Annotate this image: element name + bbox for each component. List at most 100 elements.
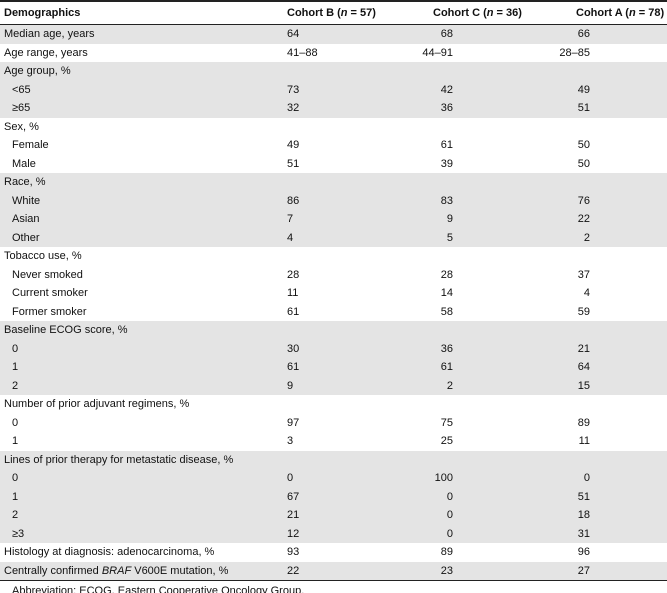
value-cell: 0 xyxy=(583,472,590,484)
top-rule xyxy=(0,0,667,2)
value-cell: 97 xyxy=(287,416,300,429)
row-label: Sex, % xyxy=(4,118,39,137)
item-row: 0 0 100 0 xyxy=(0,469,667,488)
value-cell: 59 xyxy=(577,305,590,318)
value-cell: 68 xyxy=(440,28,453,40)
value-cell: 3 xyxy=(287,435,294,447)
section-row: Baseline ECOG score, % xyxy=(0,321,667,340)
column-header: Cohort B (n = 57) xyxy=(287,2,376,24)
value-cell: 66 xyxy=(577,28,590,40)
text-part: n xyxy=(628,7,636,19)
value-cell: 61 xyxy=(287,361,300,373)
item-row: 1 3 25 11 xyxy=(0,432,667,451)
value-cell: 2 xyxy=(583,231,590,244)
value-cell: 51 xyxy=(287,157,300,170)
column-header: Cohort A (n = 78) xyxy=(576,2,664,24)
text-part: n xyxy=(486,7,494,19)
section-row: Median age, years 64 68 66 xyxy=(0,25,667,44)
text-part: Lines of prior therapy for metastatic di… xyxy=(4,453,234,466)
value-cell: 89 xyxy=(440,546,453,558)
row-label: ≥65 xyxy=(12,102,31,114)
row-label: Never smoked xyxy=(12,268,83,281)
value-cell: 21 xyxy=(287,509,300,521)
value-cell: 36 xyxy=(440,102,453,114)
value-cell: 61 xyxy=(440,139,453,151)
value-cell: 30 xyxy=(287,342,300,355)
value-cell: 75 xyxy=(440,416,453,429)
text-part: Age range, years xyxy=(4,46,88,59)
value-cell: 4 xyxy=(583,287,590,299)
value-cell: 27 xyxy=(577,564,590,577)
row-label: 0 xyxy=(12,416,19,429)
value-cell: 22 xyxy=(287,564,300,577)
item-row: 0 97 75 89 xyxy=(0,414,667,433)
value-cell: 9 xyxy=(287,379,294,392)
item-row: Current smoker 11 14 4 xyxy=(0,284,667,303)
footnote: Abbreviation: ECOG, Eastern Cooperative … xyxy=(12,585,305,593)
value-cell: 7 xyxy=(287,213,294,225)
value-cell: 28 xyxy=(440,268,453,281)
row-label: 2 xyxy=(12,379,19,392)
row-label: Baseline ECOG score, % xyxy=(4,321,128,340)
item-row: 1 67 0 51 xyxy=(0,487,667,506)
item-row: 2 9 2 15 xyxy=(0,376,667,395)
section-row: Centrally confirmed BRAF V600E mutation,… xyxy=(0,561,667,580)
text-part: Cohort C ( xyxy=(433,7,487,19)
value-cell: 21 xyxy=(577,342,590,355)
value-cell: 36 xyxy=(440,342,453,355)
value-cell: 0 xyxy=(446,490,453,503)
row-label: 1 xyxy=(12,435,19,447)
item-row: 0 30 36 21 xyxy=(0,339,667,358)
value-cell: 86 xyxy=(287,194,300,207)
text-part: Cohort A ( xyxy=(576,7,629,19)
text-part: Centrally confirmed xyxy=(4,564,102,577)
section-row: Sex, % xyxy=(0,118,667,137)
value-cell: 41–88 xyxy=(287,46,318,59)
item-row: Other 4 5 2 xyxy=(0,228,667,247)
value-cell: 96 xyxy=(577,546,590,558)
text-part: Number of prior adjuvant regimens, % xyxy=(4,398,190,410)
value-cell: 61 xyxy=(287,305,300,318)
value-cell: 2 xyxy=(446,379,453,392)
item-row: Female 49 61 50 xyxy=(0,136,667,155)
section-row: Race, % xyxy=(0,173,667,192)
section-row: Histology at diagnosis: adenocarcinoma, … xyxy=(0,543,667,562)
text-part: n xyxy=(340,7,348,19)
row-label: 1 xyxy=(12,361,19,373)
section-row: Number of prior adjuvant regimens, % xyxy=(0,395,667,414)
value-cell: 0 xyxy=(446,527,453,540)
text-part: Cohort B ( xyxy=(287,7,341,19)
header-title: Demographics xyxy=(4,7,81,19)
text-part: BRAF xyxy=(101,564,132,577)
row-label: Median age, years xyxy=(4,25,95,44)
row-label: ≥3 xyxy=(12,527,25,540)
value-cell: 39 xyxy=(440,157,453,170)
value-cell: 5 xyxy=(446,231,453,244)
text-part: Race, % xyxy=(4,176,46,188)
value-cell: 23 xyxy=(440,564,453,577)
value-cell: 11 xyxy=(578,435,590,447)
row-label: Histology at diagnosis: adenocarcinoma, … xyxy=(4,543,214,562)
item-row: ≥3 12 0 31 xyxy=(0,524,667,543)
value-cell: 42 xyxy=(440,83,453,96)
row-label: Age range, years xyxy=(4,44,88,63)
value-cell: 12 xyxy=(287,527,300,540)
value-cell: 73 xyxy=(287,83,300,96)
value-cell: 28 xyxy=(287,268,300,281)
row-label: 0 xyxy=(12,342,19,355)
column-header: Cohort C (n = 36) xyxy=(433,2,522,24)
item-row: ≥65 32 36 51 xyxy=(0,99,667,118)
value-cell: 25 xyxy=(440,435,453,447)
value-cell: 44–91 xyxy=(422,46,453,59)
text-part: Tobacco use, % xyxy=(4,250,82,262)
value-cell: 31 xyxy=(577,527,590,540)
value-cell: 76 xyxy=(577,194,590,207)
section-row: Age group, % xyxy=(0,62,667,81)
value-cell: 67 xyxy=(287,490,300,503)
item-row: Former smoker 61 58 59 xyxy=(0,303,667,322)
row-label: Tobacco use, % xyxy=(4,247,82,266)
text-part: Sex, % xyxy=(4,120,39,133)
value-cell: 64 xyxy=(287,28,300,40)
value-cell: 0 xyxy=(287,472,294,484)
row-label: Lines of prior therapy for metastatic di… xyxy=(4,451,233,470)
